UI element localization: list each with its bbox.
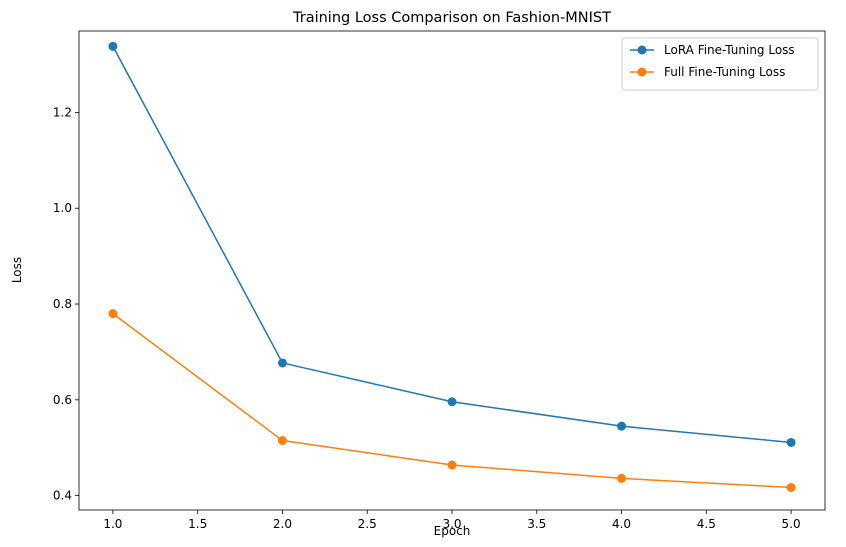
data-point [786,482,796,492]
y-tick-label: 0.8 [53,297,72,311]
x-tick-label: 3.5 [527,517,546,531]
data-point [277,436,287,446]
x-axis-ticks: 1.0 1.5 2.0 2.5 3.0 3.5 4.0 4.5 5.0 [103,510,801,531]
x-tick-label: 5.0 [782,517,801,531]
plot-frame [78,30,826,511]
x-tick-label: 4.5 [697,517,716,531]
data-point [786,437,796,447]
legend-entry: LoRA Fine-Tuning Loss [630,43,795,57]
legend-box [621,37,819,91]
data-point [447,397,457,407]
x-tick-label: 4.0 [612,517,631,531]
x-tick-label: 2.5 [358,517,377,531]
x-tick-label: 1.0 [103,517,122,531]
y-axis-label: Loss [10,257,24,283]
chart-title: Training Loss Comparison on Fashion-MNIS… [292,10,611,26]
series-2 [108,309,796,492]
data-point [617,421,627,431]
legend-label: Full Fine-Tuning Loss [664,65,785,79]
y-tick-label: 0.4 [53,489,72,503]
x-axis-label: Epoch [434,524,471,538]
x-tick-label: 2.0 [273,517,292,531]
series-layer [108,41,796,492]
legend-entry: Full Fine-Tuning Loss [630,65,785,79]
y-tick-label: 1.2 [53,105,72,119]
legend-marker [637,67,647,77]
legend: LoRA Fine-Tuning Loss Full Fine-Tuning Lo… [621,37,819,91]
series-1 [108,41,796,447]
y-tick-label: 1.0 [53,201,72,215]
y-axis-ticks: 0.4 0.6 0.8 1.0 1.2 [53,105,79,503]
x-tick-label: 3.0 [442,517,461,531]
x-tick-label: 1.5 [188,517,207,531]
data-point [108,309,118,319]
data-point [108,41,118,51]
data-point [617,473,627,483]
legend-label: LoRA Fine-Tuning Loss [664,43,795,57]
y-tick-label: 0.6 [53,393,72,407]
data-point [277,358,287,368]
legend-marker [637,45,647,55]
data-point [447,460,457,470]
